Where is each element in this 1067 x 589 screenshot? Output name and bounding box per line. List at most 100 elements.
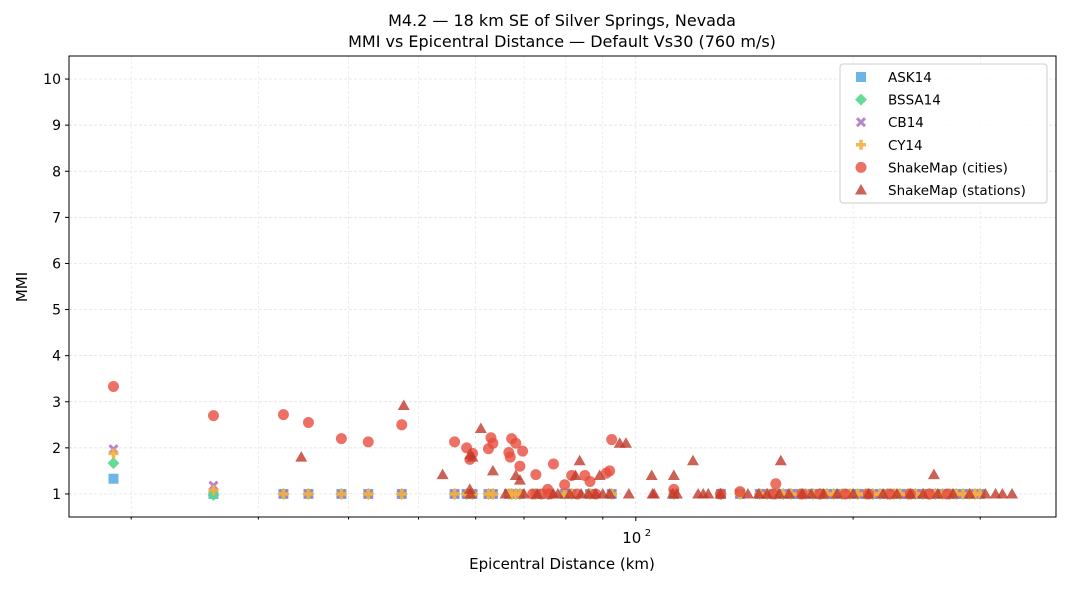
point-shakemap-cities bbox=[504, 451, 516, 463]
point-shakemap-cities bbox=[839, 488, 851, 500]
point-shakemap-cities bbox=[277, 409, 289, 421]
point-shakemap-cities bbox=[559, 479, 571, 491]
point-shakemap-cities bbox=[487, 437, 499, 449]
legend-label-ask14: ASK14 bbox=[888, 70, 932, 86]
y-tick-label: 8 bbox=[52, 164, 61, 180]
y-tick-label: 1 bbox=[52, 487, 61, 503]
point-shakemap-stations bbox=[517, 487, 530, 499]
point-shakemap-stations bbox=[531, 487, 544, 499]
point-shakemap-stations bbox=[551, 487, 564, 499]
point-shakemap-stations bbox=[463, 483, 476, 494]
point-shakemap-stations bbox=[499, 487, 512, 499]
point-shakemap-stations bbox=[295, 451, 308, 462]
legend-marker-cy14 bbox=[856, 139, 866, 150]
point-shakemap-stations bbox=[917, 487, 930, 499]
point-shakemap-stations bbox=[645, 469, 658, 481]
point-cy14 bbox=[108, 448, 119, 459]
point-shakemap-stations bbox=[436, 468, 449, 480]
point-cy14 bbox=[449, 488, 460, 499]
point-shakemap-cities bbox=[584, 476, 596, 488]
legend-label-cb14: CB14 bbox=[888, 115, 924, 131]
point-shakemap-stations bbox=[397, 399, 410, 410]
y-tick-label: 6 bbox=[52, 256, 61, 272]
point-cy14 bbox=[487, 488, 498, 499]
point-shakemap-stations bbox=[877, 487, 890, 499]
point-shakemap-stations bbox=[603, 487, 616, 499]
plot-frame bbox=[68, 55, 1057, 518]
point-shakemap-stations bbox=[464, 448, 477, 460]
y-tick-label: 7 bbox=[52, 210, 61, 226]
point-shakemap-stations bbox=[805, 487, 818, 499]
axis-ticks: 1 2 3 4 5 6 7 8 9 10 10 2 bbox=[43, 72, 981, 547]
point-shakemap-cities bbox=[396, 419, 408, 431]
point-shakemap-cities bbox=[510, 437, 522, 449]
point-shakemap-stations bbox=[513, 474, 526, 485]
y-tick-label: 2 bbox=[52, 441, 61, 457]
legend-marker-shakemap-cities bbox=[855, 161, 867, 173]
point-shakemap-stations bbox=[573, 454, 586, 466]
legend-frame bbox=[839, 63, 1048, 204]
point-shakemap-stations bbox=[946, 487, 959, 499]
point-cy14 bbox=[396, 488, 407, 499]
point-shakemap-stations bbox=[831, 487, 844, 499]
point-shakemap-cities bbox=[517, 445, 529, 457]
point-shakemap-cities bbox=[302, 416, 314, 428]
point-cy14 bbox=[208, 485, 219, 496]
point-shakemap-stations bbox=[741, 487, 754, 499]
point-shakemap-stations bbox=[619, 437, 632, 448]
point-shakemap-cities bbox=[770, 478, 782, 490]
point-shakemap-cities bbox=[547, 458, 559, 470]
point-shakemap-cities bbox=[362, 436, 374, 448]
y-tick-label: 4 bbox=[52, 349, 61, 365]
point-shakemap-cities bbox=[335, 433, 347, 445]
y-axis-label: MMI bbox=[13, 272, 31, 302]
point-shakemap-stations bbox=[686, 454, 699, 466]
point-shakemap-stations bbox=[761, 487, 774, 499]
legend-label-bssa14: BSSA14 bbox=[888, 93, 941, 109]
y-tick-label: 5 bbox=[52, 303, 61, 319]
x-axis-label: Epicentral Distance (km) bbox=[469, 555, 655, 573]
point-ask14 bbox=[108, 473, 119, 484]
point-shakemap-stations bbox=[464, 487, 477, 499]
point-shakemap-stations bbox=[622, 487, 635, 499]
point-cy14 bbox=[278, 488, 289, 499]
point-shakemap-stations bbox=[773, 487, 786, 499]
point-shakemap-stations bbox=[862, 487, 875, 499]
point-shakemap-stations bbox=[931, 487, 944, 499]
point-shakemap-stations bbox=[782, 487, 795, 499]
point-shakemap-stations bbox=[593, 469, 606, 481]
legend-label-shakemap-cities: ShakeMap (cities) bbox=[888, 160, 1008, 176]
point-shakemap-stations bbox=[927, 468, 940, 480]
point-shakemap-cities bbox=[107, 381, 119, 393]
series-shakemap-stations bbox=[295, 399, 1019, 499]
point-shakemap-stations bbox=[563, 487, 576, 499]
legend-marker-ask14 bbox=[856, 72, 866, 82]
point-shakemap-cities bbox=[449, 436, 461, 448]
point-shakemap-stations bbox=[817, 487, 830, 499]
point-shakemap-stations bbox=[890, 487, 903, 499]
point-shakemap-cities bbox=[606, 434, 618, 446]
y-tick-label: 10 bbox=[43, 72, 61, 88]
point-shakemap-stations bbox=[569, 469, 582, 481]
point-shakemap-stations bbox=[996, 487, 1009, 499]
y-tick-label: 3 bbox=[52, 395, 61, 411]
legend-marker-bssa14 bbox=[855, 93, 867, 106]
point-shakemap-stations bbox=[847, 487, 860, 499]
point-bssa14 bbox=[107, 457, 120, 470]
point-shakemap-stations bbox=[714, 487, 727, 499]
point-shakemap-stations bbox=[667, 469, 680, 481]
point-shakemap-stations bbox=[963, 487, 976, 499]
point-shakemap-stations bbox=[648, 487, 661, 499]
point-shakemap-stations bbox=[1006, 487, 1019, 499]
x-tick-exponent: 2 bbox=[645, 528, 651, 539]
point-shakemap-stations bbox=[774, 454, 787, 466]
legend-marker-cb14 bbox=[855, 117, 867, 128]
legend-label-cy14: CY14 bbox=[888, 138, 923, 154]
chart-title: M4.2 — 18 km SE of Silver Springs, Nevad… bbox=[388, 11, 736, 30]
point-shakemap-stations bbox=[752, 487, 765, 499]
point-shakemap-stations bbox=[979, 487, 992, 499]
point-cy14 bbox=[303, 488, 314, 499]
y-tick-label: 9 bbox=[52, 118, 61, 134]
series-shakemap-cities bbox=[107, 381, 953, 500]
point-cy14 bbox=[363, 488, 374, 499]
